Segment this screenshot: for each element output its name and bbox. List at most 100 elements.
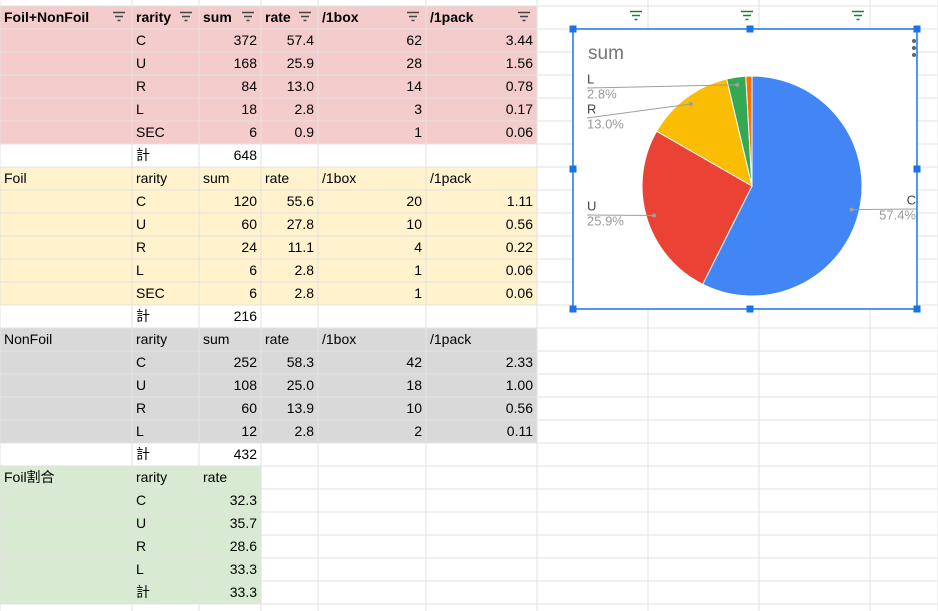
cell-text: R [136, 78, 146, 94]
cell-text: 0.06 [506, 124, 533, 140]
cell-text: 28.6 [230, 538, 257, 554]
pie-slice [702, 75, 863, 297]
cell-text: L [136, 423, 144, 439]
resize-handle [746, 305, 754, 313]
cell-text: rarity [136, 331, 167, 347]
leader-line [851, 208, 917, 211]
filter-icon [852, 10, 864, 21]
cell-text: 1 [414, 262, 422, 278]
cell-text: 1.56 [506, 55, 533, 71]
cell-text: 18 [241, 101, 257, 117]
cell-text: 0.9 [295, 124, 315, 140]
cell-text: NonFoil [4, 331, 52, 347]
leader-dot [849, 207, 854, 212]
cell-text: /1box [322, 331, 356, 347]
cell-text: 11.1 [288, 239, 314, 255]
cell-text: 1.11 [507, 193, 533, 209]
leader-dot [652, 213, 657, 218]
cell-text: C [136, 354, 146, 370]
cell-text: 13.9 [287, 400, 314, 416]
resize-handle [913, 165, 921, 173]
cell-text: C [136, 193, 146, 209]
cell-text: C [136, 32, 146, 48]
slice-label: 25.9% [587, 213, 624, 228]
filter-icon [407, 11, 419, 22]
cell-text: U [136, 377, 146, 393]
cell-text: 60 [241, 400, 257, 416]
cell-text: 1.00 [506, 377, 533, 393]
cell-text: 58.3 [287, 354, 314, 370]
cell-text: 4 [414, 239, 422, 255]
cell-text: 32.3 [230, 492, 257, 508]
cell-text: 2.8 [295, 423, 315, 439]
cell-text: 0.22 [506, 239, 533, 255]
cell-text: 60 [241, 216, 257, 232]
slice-name: R [587, 101, 596, 116]
cell-text: 1 [414, 285, 422, 301]
cell-text: 10 [406, 216, 422, 232]
cell-text: 35.7 [230, 515, 257, 531]
cell-text: rarity [136, 9, 171, 25]
cell-text: 計 [136, 147, 150, 163]
cell-text: 2.8 [295, 262, 315, 278]
chart-title: sum [588, 43, 624, 64]
cell-text: 42 [406, 354, 422, 370]
cell-text: 57.4 [287, 32, 314, 48]
slice-label: 13.0% [587, 116, 624, 131]
filter-icon [113, 11, 125, 22]
cell-text: R [136, 239, 146, 255]
cell-text: sum [203, 9, 232, 25]
cell-text: 計 [136, 308, 150, 324]
cell-text: /1pack [430, 9, 474, 25]
cell-text: 25.9 [287, 55, 314, 71]
cell-text: 10 [406, 400, 422, 416]
cell-text: R [136, 538, 146, 554]
cell-text: 計 [136, 584, 150, 600]
cell-text: L [136, 262, 144, 278]
cell-text: /1box [322, 170, 356, 186]
slice-name: L [587, 71, 594, 86]
cell-text: /1pack [430, 170, 472, 186]
cell-text: 0.06 [506, 262, 533, 278]
cell-text: 62 [406, 32, 422, 48]
slice-name: U [587, 198, 596, 213]
cell-text: 24 [241, 239, 257, 255]
cell-text: 0.06 [506, 285, 533, 301]
cell-text: 18 [406, 377, 422, 393]
cell-text: rate [265, 331, 289, 347]
filter-icon [299, 11, 311, 22]
filter-icon [741, 10, 753, 21]
pie-slice [745, 75, 753, 187]
filter-icon [518, 11, 530, 22]
cell-text: 2.8 [295, 101, 315, 117]
resize-handle [913, 25, 921, 33]
cell-text: L [136, 561, 144, 577]
cell-text: 3 [414, 101, 422, 117]
cell-text: 25.0 [287, 377, 314, 393]
cell-text: 27.8 [287, 216, 314, 232]
slice-name: C [907, 192, 916, 207]
cell-text: 432 [234, 446, 258, 462]
menu-dot [912, 46, 916, 50]
cell-text: 14 [406, 78, 422, 94]
cell-text: 216 [234, 308, 258, 324]
filter-icon [242, 11, 254, 22]
cell-text: 2 [414, 423, 422, 439]
cell-text: C [136, 492, 146, 508]
cell-text: 0.56 [506, 400, 533, 416]
cell-text: sum [203, 170, 229, 186]
cell-text: L [136, 101, 144, 117]
cell-text: 33.3 [230, 584, 257, 600]
cell-text: 6 [249, 285, 257, 301]
leader-line [586, 84, 738, 89]
slice-label: 2.8% [587, 86, 617, 101]
cell-text: 372 [234, 32, 258, 48]
cell-text: 3.44 [506, 32, 533, 48]
cell-text: 168 [234, 55, 258, 71]
cell-text: /1pack [430, 331, 472, 347]
cell-text: rate [265, 170, 289, 186]
cell-text: U [136, 515, 146, 531]
cell-text: Foil [4, 170, 27, 186]
cell-text: 108 [234, 377, 258, 393]
